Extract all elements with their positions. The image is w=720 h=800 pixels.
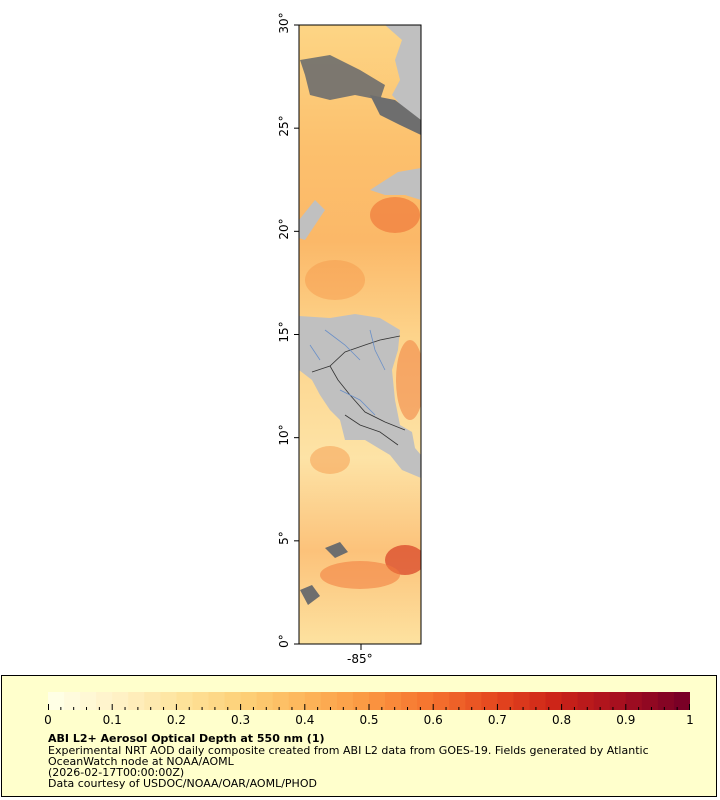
colorbar-tick-label: 0.1 xyxy=(102,713,122,727)
colorbar-segment xyxy=(352,692,370,710)
lat-tick-label: 25° xyxy=(277,115,291,137)
colorbar-tick-label: 0 xyxy=(44,713,52,727)
lat-tick-label: 5° xyxy=(277,531,291,545)
colorbar-segment xyxy=(449,692,466,710)
colorbar-segment xyxy=(48,692,65,710)
colorbar-segment xyxy=(288,692,306,710)
colorbar-segment xyxy=(433,692,450,710)
colorbar-segment xyxy=(192,692,209,710)
land-west-coast xyxy=(299,200,325,240)
land-yucatan xyxy=(370,168,421,200)
colorbar-segment xyxy=(320,692,338,710)
colorbar-segment xyxy=(657,692,675,710)
land-north xyxy=(385,25,421,120)
colorbar-segment xyxy=(96,692,113,710)
colorbar-segment xyxy=(80,692,97,710)
rivers xyxy=(309,329,386,416)
lat-tick-label: 10° xyxy=(277,424,291,446)
colorbar-segment xyxy=(272,692,290,710)
lat-ticks xyxy=(294,24,299,645)
lat-tick-label: 30° xyxy=(277,12,291,34)
colorbar-tick-label: 0.2 xyxy=(166,713,186,727)
colorbar-segment xyxy=(417,692,434,710)
colorbar-segment xyxy=(208,692,226,710)
aod-high-patch xyxy=(385,545,421,575)
colorbar-segment xyxy=(609,692,627,710)
country-borders xyxy=(311,335,406,446)
aod-high-patch xyxy=(370,197,420,233)
colorbar-tick-label: 0.7 xyxy=(487,713,507,727)
legend-description: Experimental NRT AOD daily composite cre… xyxy=(48,744,649,757)
colorbar-segment xyxy=(625,692,643,710)
colorbar-segment xyxy=(673,692,690,710)
colorbar-segment xyxy=(128,692,145,710)
colorbar-segment xyxy=(641,692,659,710)
colorbar-segment xyxy=(160,692,177,710)
legend-panel: 0 0.1 0.2 0.3 0.4 0.5 0.6 0.7 0.8 0.9 1 ABI L2+ Ae… xyxy=(1,675,717,797)
legend-title: ABI L2+ Aerosol Optical Depth at 550 nm … xyxy=(48,732,325,745)
aod-high-patch xyxy=(310,446,350,474)
colorbar-tick-label: 0.5 xyxy=(359,713,379,727)
colorbar-segment xyxy=(224,692,242,710)
lat-tick-label: 0° xyxy=(277,634,291,648)
legend-date: (2026-02-17T00:00:00Z) xyxy=(48,766,185,779)
colorbar-tick-label: 0.9 xyxy=(616,713,636,727)
lat-tick-label: 20° xyxy=(277,218,291,240)
colorbar-segment xyxy=(304,692,322,710)
no-data-area xyxy=(325,542,348,558)
aod-high-patch xyxy=(320,561,400,589)
land-central-america xyxy=(299,314,421,478)
no-data-area xyxy=(300,585,320,605)
colorbar-segment xyxy=(64,692,81,710)
no-data-area xyxy=(370,95,421,135)
colorbar-segment xyxy=(256,692,274,710)
colorbar-tick-label: 0.6 xyxy=(423,713,443,727)
colorbar-segment xyxy=(112,692,129,710)
colorbar-segment xyxy=(176,692,193,710)
legend-credit: Data courtesy of USDOC/NOAA/OAR/AOML/PHO… xyxy=(48,777,317,790)
aod-map xyxy=(294,24,422,650)
map-area: 0° 5° 10° 15° 20° 25° 30° -85° xyxy=(277,12,422,666)
colorbar-tick-label: 0.4 xyxy=(295,713,315,727)
colorbar-segment xyxy=(593,692,611,710)
colorbar-tick-label: 0.8 xyxy=(552,713,572,727)
colorbar-segment xyxy=(401,692,418,710)
aod-high-patch xyxy=(305,260,365,300)
colorbar-segment xyxy=(385,692,402,710)
colorbar-segment xyxy=(497,692,514,710)
colorbar-segment xyxy=(577,692,595,710)
colorbar-segment xyxy=(144,692,161,710)
colorbar-segment xyxy=(336,692,354,710)
colorbar-segment xyxy=(465,692,482,710)
colorbar-segment xyxy=(513,692,530,710)
colorbar-segment xyxy=(240,692,258,710)
lon-tick-label: -85° xyxy=(347,652,373,666)
aod-high-patch xyxy=(396,340,421,420)
colorbar-tick-label: 1 xyxy=(686,713,694,727)
colorbar-segment xyxy=(529,692,547,710)
colorbar-segment xyxy=(481,692,498,710)
colorbar-segment xyxy=(561,692,579,710)
legend-description-2: OceanWatch node at NOAA/AOML xyxy=(48,755,234,768)
no-data-area xyxy=(300,55,385,100)
colorbar-segment xyxy=(369,692,386,710)
colorbar xyxy=(48,692,690,710)
lat-tick-label: 15° xyxy=(277,321,291,343)
colorbar-segment xyxy=(545,692,563,710)
colorbar-tick-label: 0.3 xyxy=(231,713,251,727)
